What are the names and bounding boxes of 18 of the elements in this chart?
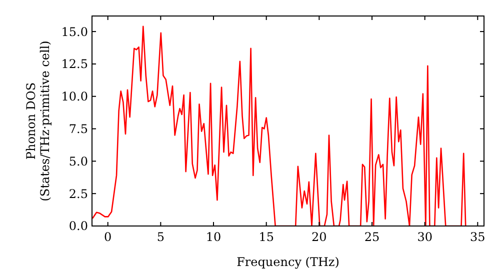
y-axis-title: Phonon DOS (States/THz·primitive cell) <box>24 40 52 202</box>
x-tick-label: 30 <box>417 230 432 244</box>
x-tick-label: 10 <box>206 230 222 244</box>
y-tick-label: 7.5 <box>68 122 88 136</box>
x-tick-label: 25 <box>364 230 380 244</box>
y-tick-label: 10.0 <box>61 90 88 104</box>
y-tick-label: 12.5 <box>61 57 88 72</box>
y-tick-label: 5.0 <box>68 154 88 168</box>
x-tick-label: 0 <box>104 230 112 244</box>
x-tick-label: 35 <box>470 230 486 244</box>
x-tick-label: 20 <box>312 230 327 244</box>
x-tick-label: 15 <box>258 230 274 244</box>
y-tick-label: 2.5 <box>68 186 88 201</box>
y-tick-label: 15.0 <box>61 24 88 39</box>
y-tick-label: 0.0 <box>68 219 88 234</box>
line-series <box>92 26 466 226</box>
x-axis-title: Frequency (THz) <box>236 255 340 269</box>
x-tick-label: 5 <box>156 230 164 244</box>
